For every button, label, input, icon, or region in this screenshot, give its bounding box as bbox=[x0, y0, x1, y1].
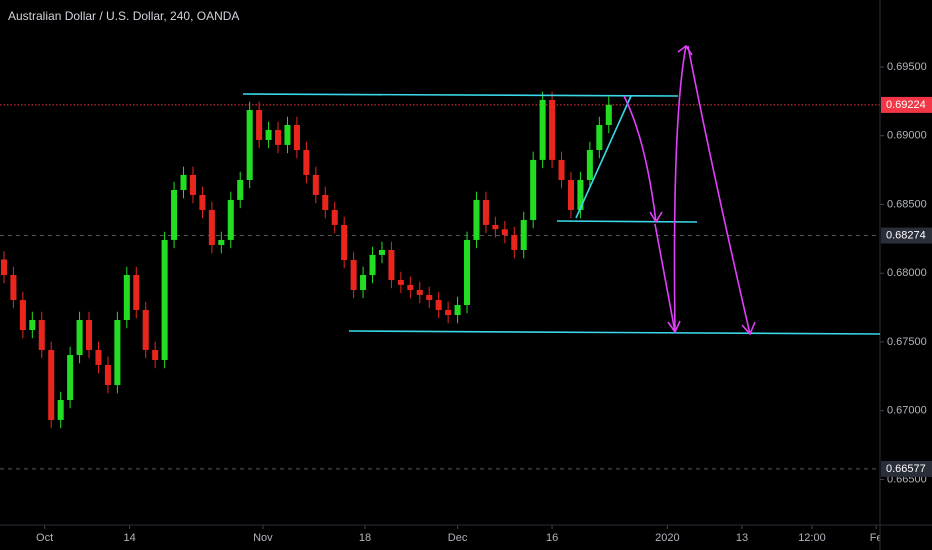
candle-body bbox=[567, 179, 575, 210]
x-tick-label: Nov bbox=[253, 532, 273, 544]
price-label: 0.68274 bbox=[886, 229, 926, 241]
candle-body bbox=[218, 239, 225, 246]
candle-body bbox=[189, 174, 196, 195]
drawings bbox=[242, 44, 881, 336]
candle-body bbox=[57, 400, 64, 420]
candle-body bbox=[482, 199, 489, 225]
x-tick-label: Dec bbox=[448, 532, 468, 544]
candle-body bbox=[275, 129, 282, 145]
candle-body bbox=[123, 275, 130, 320]
y-tick-label: 0.68000 bbox=[887, 267, 927, 279]
candle-body bbox=[464, 239, 471, 305]
trend-line bbox=[575, 95, 632, 219]
plot-area: Oct 14 Nov 18 Dec 16 2020 13 12:00 Fe bbox=[0, 91, 883, 544]
price-label-box bbox=[881, 460, 932, 477]
candle-body bbox=[586, 150, 593, 180]
arrow bbox=[687, 45, 756, 336]
x-tick-label: 12:00 bbox=[798, 532, 826, 544]
candle-body bbox=[104, 364, 111, 386]
x-tick-label: 13 bbox=[736, 532, 748, 544]
candle-body bbox=[520, 220, 527, 250]
x-tick-label: 14 bbox=[124, 532, 136, 544]
candle-body bbox=[549, 99, 556, 160]
candle-body bbox=[577, 179, 584, 210]
candle-body bbox=[284, 124, 291, 145]
candle-body bbox=[67, 355, 74, 401]
candle-body bbox=[152, 349, 159, 360]
x-tick-label: 2020 bbox=[655, 532, 679, 544]
candle-body bbox=[605, 104, 612, 125]
y-tick-label: 0.69500 bbox=[887, 61, 927, 73]
candle-body bbox=[303, 150, 310, 175]
price-label-box bbox=[881, 227, 932, 244]
candle-body bbox=[435, 300, 442, 310]
candle-body bbox=[312, 174, 319, 195]
candle-body bbox=[407, 284, 414, 291]
candle-body bbox=[237, 179, 244, 200]
x-tick-label: Fe bbox=[870, 532, 883, 544]
candle-body bbox=[227, 199, 234, 240]
candle-body bbox=[350, 260, 357, 291]
candle-body bbox=[331, 209, 338, 225]
candle-body bbox=[29, 319, 36, 331]
candle-body bbox=[539, 99, 546, 160]
candle-body bbox=[530, 159, 537, 221]
candle-body bbox=[85, 319, 93, 350]
candle-body bbox=[293, 124, 300, 151]
price-label-box bbox=[881, 96, 932, 113]
candle-body bbox=[454, 304, 461, 316]
resistance-line bbox=[242, 93, 679, 97]
candle-body bbox=[10, 275, 17, 301]
candle-body bbox=[208, 209, 215, 246]
x-tick-label: 16 bbox=[546, 532, 558, 544]
candle-body bbox=[171, 190, 178, 240]
support-line bbox=[556, 220, 698, 223]
y-tick-label: 0.67500 bbox=[887, 336, 927, 348]
candle-body bbox=[161, 239, 168, 360]
y-tick-label: 0.69000 bbox=[887, 130, 927, 142]
candle-body bbox=[596, 124, 603, 151]
candle-body bbox=[48, 349, 55, 420]
candle-body bbox=[0, 259, 7, 276]
candle-body bbox=[388, 249, 395, 280]
x-tick-label: Oct bbox=[36, 532, 53, 544]
candle-body bbox=[501, 229, 508, 235]
candle-body bbox=[199, 194, 206, 210]
chart-title: Australian Dollar / U.S. Dollar, 240, OA… bbox=[8, 9, 239, 23]
candle-body bbox=[369, 254, 376, 276]
candle-body bbox=[38, 319, 45, 350]
candle-body bbox=[511, 234, 518, 250]
support-line bbox=[348, 330, 881, 335]
candle-body bbox=[95, 349, 102, 365]
candle-body bbox=[76, 319, 83, 356]
candle-body bbox=[341, 224, 348, 261]
price-label: 0.66577 bbox=[886, 463, 926, 475]
candle-body bbox=[360, 275, 367, 291]
arrow bbox=[623, 95, 663, 224]
candle-body bbox=[492, 224, 499, 230]
candle-body bbox=[558, 159, 565, 180]
candle-body bbox=[114, 319, 121, 386]
candle-body bbox=[133, 275, 140, 310]
candle-body bbox=[416, 290, 423, 295]
candle-body bbox=[265, 129, 272, 140]
candle-body bbox=[473, 199, 480, 240]
candle-body bbox=[426, 294, 433, 301]
y-tick-label: 0.67000 bbox=[887, 405, 927, 417]
arrow bbox=[673, 44, 693, 333]
candle-body bbox=[322, 194, 329, 210]
candle-body bbox=[246, 110, 253, 180]
price-label: 0.69224 bbox=[886, 99, 926, 111]
candle-body bbox=[445, 309, 452, 316]
x-tick-label: 18 bbox=[359, 532, 371, 544]
candle-body bbox=[19, 300, 26, 331]
y-tick-label: 0.68500 bbox=[887, 198, 927, 210]
candle-body bbox=[142, 309, 149, 350]
candle-body bbox=[397, 279, 404, 285]
candle-body bbox=[256, 110, 263, 140]
candle-body bbox=[378, 249, 385, 255]
candle-body bbox=[180, 174, 187, 191]
